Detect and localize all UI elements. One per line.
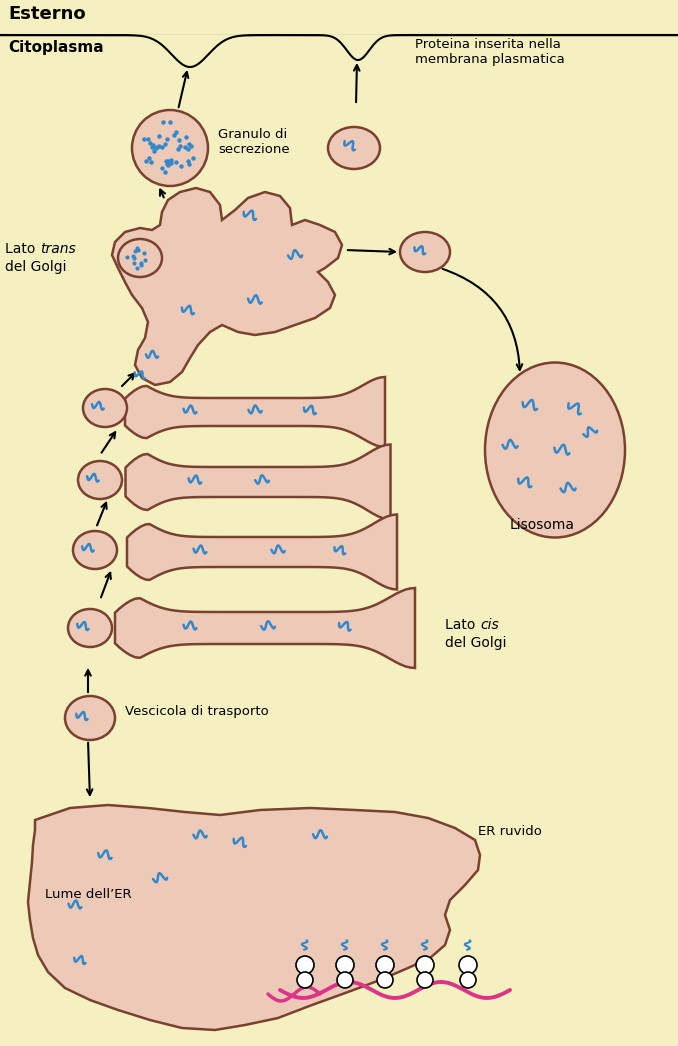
Polygon shape bbox=[125, 445, 391, 520]
Ellipse shape bbox=[400, 232, 450, 272]
Circle shape bbox=[336, 956, 354, 974]
Text: del Golgi: del Golgi bbox=[445, 636, 506, 650]
Ellipse shape bbox=[68, 609, 112, 647]
Text: Lato: Lato bbox=[445, 618, 480, 632]
Circle shape bbox=[297, 972, 313, 988]
Text: trans: trans bbox=[40, 242, 76, 256]
Text: Granulo di
secrezione: Granulo di secrezione bbox=[218, 128, 290, 156]
Polygon shape bbox=[112, 188, 342, 385]
Circle shape bbox=[337, 972, 353, 988]
Text: del Golgi: del Golgi bbox=[5, 260, 66, 274]
Polygon shape bbox=[125, 377, 385, 447]
Text: Proteina inserita nella
membrana plasmatica: Proteina inserita nella membrana plasmat… bbox=[415, 38, 565, 66]
Circle shape bbox=[417, 972, 433, 988]
Text: Esterno: Esterno bbox=[8, 5, 85, 23]
Ellipse shape bbox=[328, 127, 380, 169]
Circle shape bbox=[416, 956, 434, 974]
Text: Lato: Lato bbox=[5, 242, 40, 256]
Ellipse shape bbox=[78, 461, 122, 499]
Polygon shape bbox=[28, 805, 480, 1030]
Text: Lume dell’ER: Lume dell’ER bbox=[45, 888, 132, 901]
Polygon shape bbox=[115, 588, 415, 668]
Text: cis: cis bbox=[480, 618, 499, 632]
Ellipse shape bbox=[118, 238, 162, 277]
Text: ER ruvido: ER ruvido bbox=[478, 825, 542, 838]
Circle shape bbox=[376, 956, 394, 974]
Text: Vescicola di trasporto: Vescicola di trasporto bbox=[125, 705, 268, 718]
Ellipse shape bbox=[65, 696, 115, 740]
Circle shape bbox=[296, 956, 314, 974]
Ellipse shape bbox=[73, 531, 117, 569]
Text: Lisosoma: Lisosoma bbox=[510, 518, 575, 532]
Circle shape bbox=[377, 972, 393, 988]
Text: Citoplasma: Citoplasma bbox=[8, 40, 104, 55]
Ellipse shape bbox=[485, 363, 625, 538]
Polygon shape bbox=[127, 515, 397, 590]
Circle shape bbox=[132, 110, 208, 186]
Circle shape bbox=[459, 956, 477, 974]
Circle shape bbox=[460, 972, 476, 988]
Ellipse shape bbox=[83, 389, 127, 427]
